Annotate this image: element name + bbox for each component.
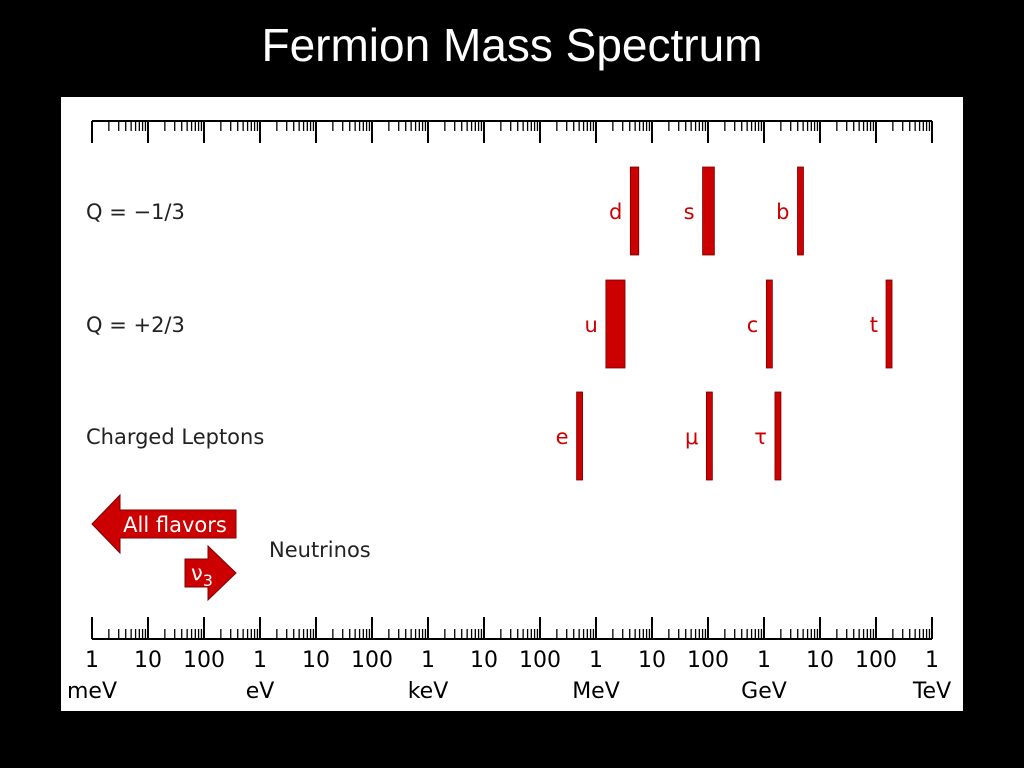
nu3-arrow: [184, 544, 237, 602]
tick-label: 1: [757, 648, 771, 673]
page-title: Fermion Mass Spectrum: [261, 19, 763, 71]
tick-label: 1: [421, 648, 435, 673]
tick-label: 100: [687, 648, 729, 673]
mass-bar-τ: [774, 391, 782, 481]
tick-label: 100: [519, 648, 561, 673]
particle-label: u: [585, 313, 598, 337]
unit-label: GeV: [741, 679, 787, 704]
tick-label: 100: [183, 648, 225, 673]
unit-label: keV: [408, 679, 449, 704]
row-label: Q = +2/3: [86, 313, 185, 337]
particle-label: s: [684, 200, 695, 224]
neutrinos-label: Neutrinos: [269, 538, 371, 562]
mass-bar-b: [797, 166, 804, 256]
mass-bar-e: [576, 391, 583, 481]
unit-label: meV: [67, 679, 117, 704]
tick-label: 1: [589, 648, 603, 673]
tick-label: 10: [470, 648, 498, 673]
unit-label: MeV: [572, 679, 620, 704]
nu3-label: ν3: [191, 561, 213, 590]
tick-label: 10: [134, 648, 162, 673]
mass-bar-c: [765, 279, 773, 369]
tick-label: 1: [925, 648, 939, 673]
mass-bar-d: [629, 166, 640, 256]
particle-label: τ: [754, 425, 767, 449]
unit-label: eV: [246, 679, 275, 704]
tick-label: 1: [85, 648, 99, 673]
nu3-symbol: ν: [191, 561, 203, 585]
all-flavors-arrow: [91, 493, 237, 555]
fermion-mass-chart: 1 10 100 1 10 100 1 10 100 1 10 100 1 10 100 1 meV eV keV M…: [67, 120, 951, 704]
particle-label: b: [776, 200, 789, 224]
tick-label: 10: [638, 648, 666, 673]
row-label: Q = −1/3: [86, 200, 185, 224]
row-label: Charged Leptons: [86, 425, 264, 449]
chart-panel: 1 10 100 1 10 100 1 10 100 1 10 100 1 10 100 1 meV eV keV M…: [61, 97, 963, 711]
particle-label: μ: [685, 425, 698, 449]
nu3-subscript: 3: [203, 571, 213, 590]
tick-label: 1: [253, 648, 267, 673]
tick-label: 10: [302, 648, 330, 673]
all-flavors-label: All flavors: [123, 513, 227, 537]
particle-label: t: [870, 313, 878, 337]
particle-label: e: [556, 425, 569, 449]
mass-bar-μ: [705, 391, 713, 481]
particle-label: c: [747, 313, 759, 337]
tick-label: 10: [806, 648, 834, 673]
tick-label: 100: [855, 648, 897, 673]
particle-label: d: [609, 200, 622, 224]
unit-label: TeV: [912, 679, 951, 704]
mass-bar-s: [702, 166, 715, 256]
mass-bar-t: [885, 279, 893, 369]
mass-bar-u: [605, 279, 626, 369]
tick-label: 100: [351, 648, 393, 673]
